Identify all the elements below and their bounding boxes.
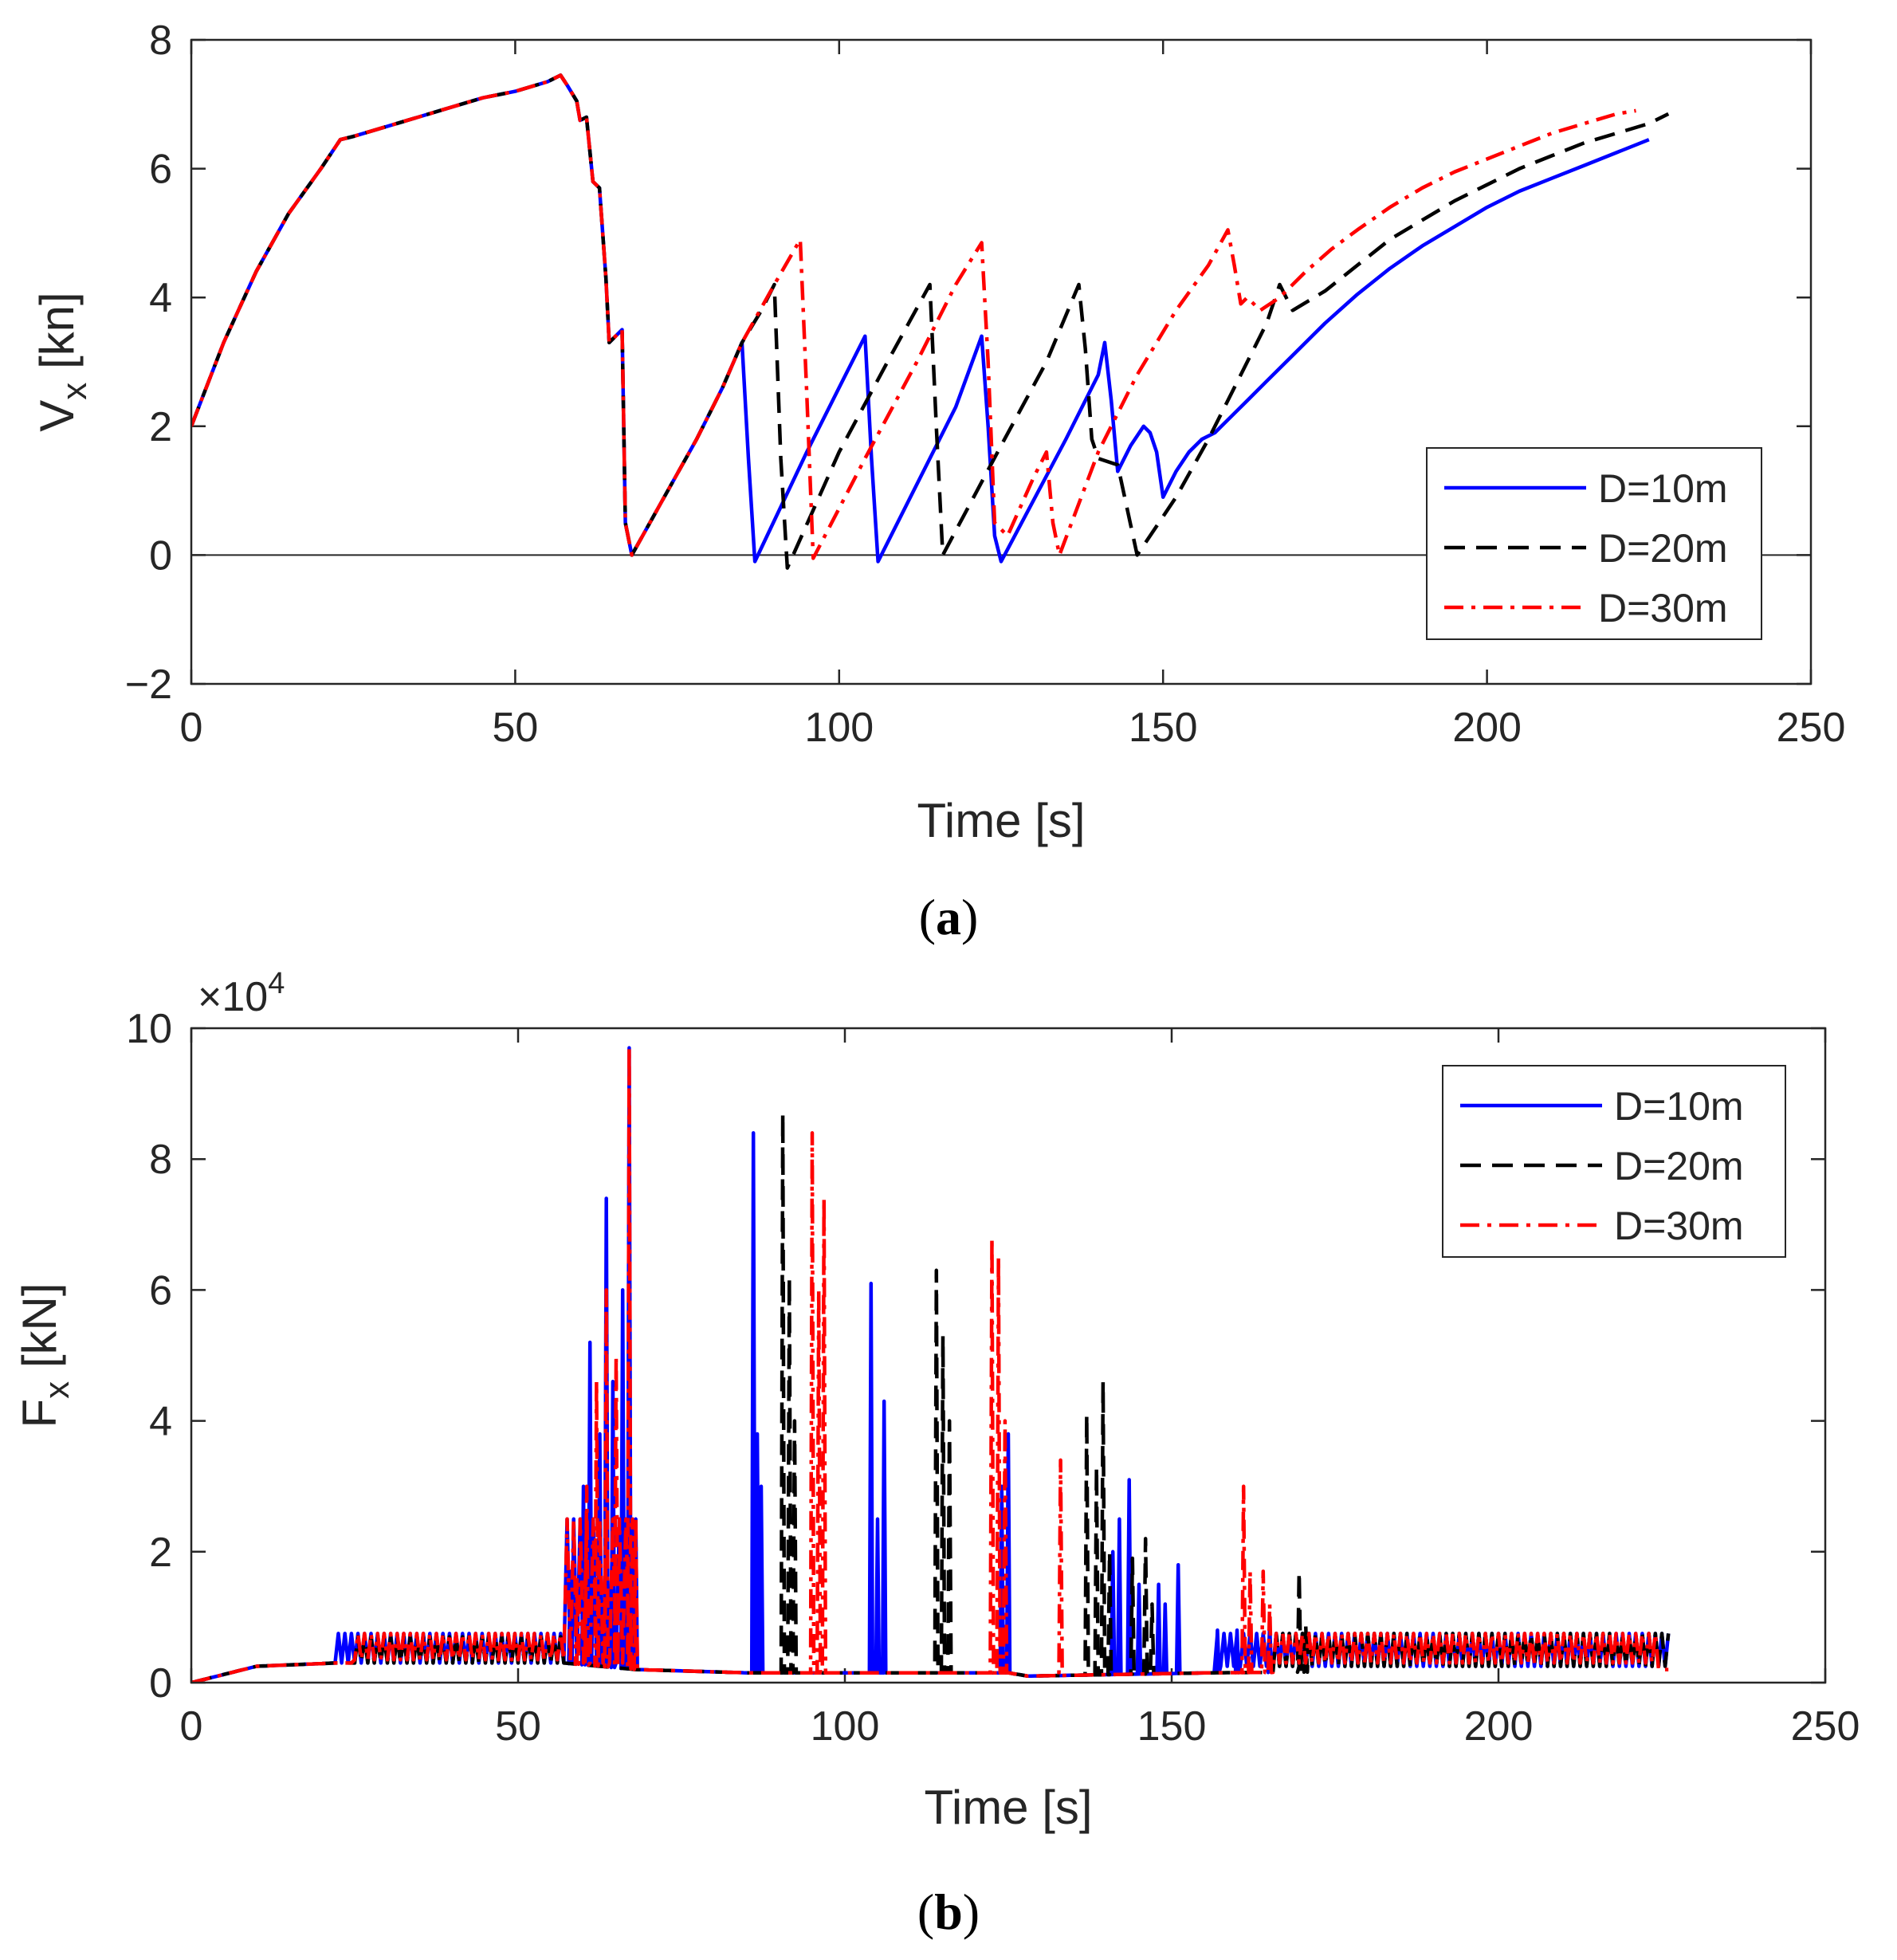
x-tick-label: 250 xyxy=(1777,705,1846,751)
series-line-d-20m xyxy=(191,73,1670,570)
legend-entry-label: D=30m xyxy=(1614,1204,1744,1248)
legend-entry-label: D=20m xyxy=(1614,1144,1744,1188)
y-axis-label-main: V xyxy=(30,400,84,432)
y-tick-label: 2 xyxy=(149,1530,172,1576)
y-axis-label-main: F xyxy=(13,1399,66,1428)
legend-b: D=10m D=20m D=30m xyxy=(1442,1065,1786,1258)
y-tick-label: 4 xyxy=(149,1399,172,1445)
series-line-d-10m xyxy=(191,73,1650,564)
axis-exponent-label: ×104 xyxy=(198,967,285,1020)
axes-frame-a xyxy=(190,38,1813,685)
axes-frame-b xyxy=(190,1027,1827,1684)
y-axis-label-a: Vx [kn] xyxy=(30,292,94,431)
y-tick-label: 6 xyxy=(149,147,172,193)
y-tick-label: 10 xyxy=(126,1006,172,1052)
legend-box xyxy=(1426,447,1762,640)
x-axis-label-a: Time [s] xyxy=(917,794,1085,847)
caption-letter: a xyxy=(936,889,961,945)
y-tick-label: 2 xyxy=(149,404,172,450)
caption-paren-close: ) xyxy=(963,1883,980,1940)
legend-entry-label: D=10m xyxy=(1598,466,1728,511)
x-tick-label: 100 xyxy=(804,705,874,751)
caption-paren-open: ( xyxy=(917,1883,934,1940)
caption-letter: b xyxy=(934,1883,963,1940)
series-group-b xyxy=(191,1046,1671,1683)
x-tick-label: 150 xyxy=(1137,1703,1207,1750)
legend-entry-label: D=30m xyxy=(1598,586,1728,630)
x-tick-label: 200 xyxy=(1452,705,1522,751)
x-tick-label: 50 xyxy=(495,1703,541,1750)
x-axis-label-b: Time [s] xyxy=(924,1781,1092,1834)
legend-entry-label: D=10m xyxy=(1614,1084,1744,1129)
x-tick-label: 0 xyxy=(180,1703,203,1750)
y-tick-label: 0 xyxy=(149,1660,172,1707)
y-tick-label: 0 xyxy=(149,532,172,579)
y-tick-label: 6 xyxy=(149,1267,172,1314)
y-axis-label-unit: [kN] xyxy=(13,1283,66,1381)
legend-a: D=10m D=20m D=30m xyxy=(1426,447,1762,640)
y-axis-label-b: Fx [kN] xyxy=(13,1283,77,1428)
x-tick-label: 50 xyxy=(492,705,538,751)
series-group-a xyxy=(191,73,1670,570)
exponent-base: ×10 xyxy=(198,974,268,1020)
y-axis-label-subscript: x xyxy=(55,383,94,400)
series-line-d-30m xyxy=(191,73,1636,560)
tick-labels-b: 0 50 100 150 200 250 0 2 4 6 8 10 xyxy=(126,1006,1860,1750)
legend-entry-label: D=20m xyxy=(1598,526,1728,571)
y-axis-label-subscript: x xyxy=(37,1381,77,1399)
y-tick-label: 8 xyxy=(149,18,172,64)
x-tick-label: 100 xyxy=(811,1703,880,1750)
x-tick-label: 200 xyxy=(1464,1703,1534,1750)
caption-paren-open: ( xyxy=(919,889,936,945)
x-tick-label: 150 xyxy=(1129,705,1198,751)
y-tick-label: −2 xyxy=(125,662,172,708)
caption-paren-close: ) xyxy=(961,889,978,945)
x-tick-label: 0 xyxy=(180,705,203,751)
x-tick-label: 250 xyxy=(1791,1703,1860,1750)
y-axis-label-unit: [kn] xyxy=(30,292,84,382)
exponent-power: 4 xyxy=(268,967,285,1000)
panel-caption-b: (b) xyxy=(917,1883,980,1940)
panel-caption-a: (a) xyxy=(919,889,979,945)
y-tick-label: 4 xyxy=(149,275,172,321)
y-tick-label: 8 xyxy=(149,1137,172,1183)
